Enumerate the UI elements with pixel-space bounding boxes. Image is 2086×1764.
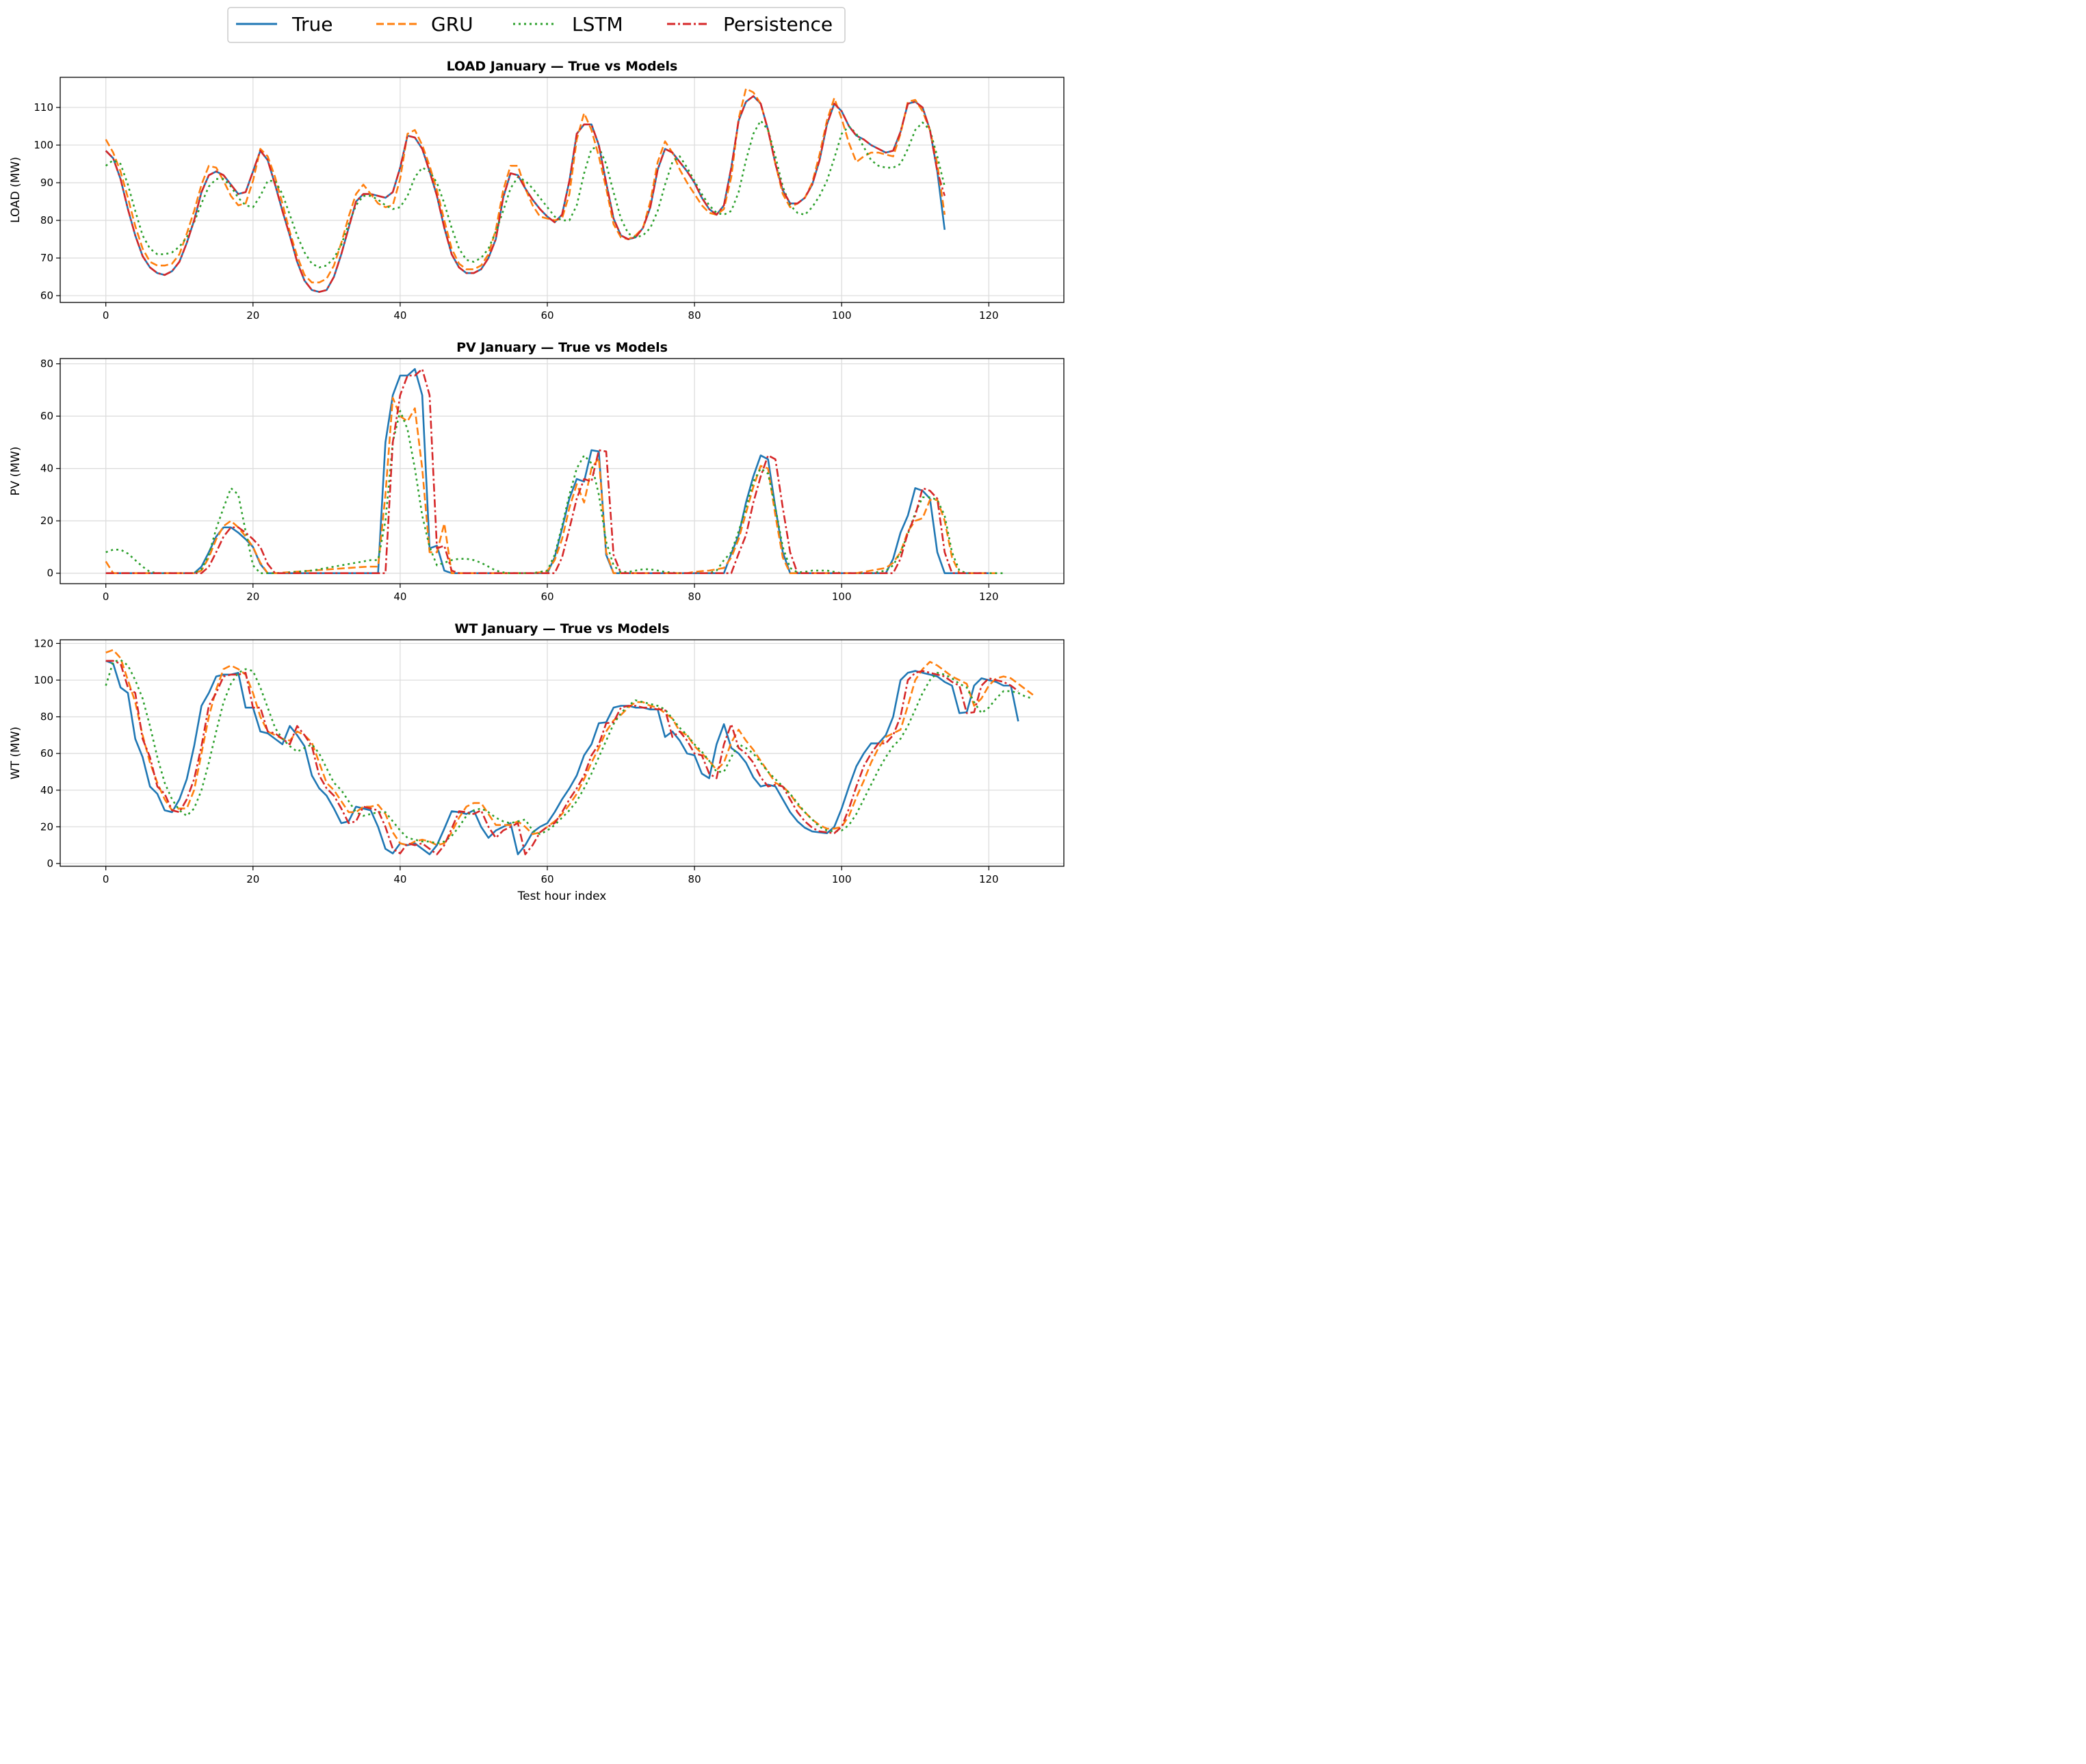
legend-label-true: True: [291, 13, 333, 36]
legend-entry-gru: GRU: [376, 13, 473, 36]
pv-xtick-label: 40: [393, 591, 406, 603]
pv-title: PV January — True vs Models: [456, 340, 668, 355]
wt-xtick-label: 120: [979, 873, 999, 885]
load-ytick-label: 80: [40, 214, 53, 226]
wt-ytick-label: 40: [40, 784, 53, 796]
legend-label-lstm: LSTM: [572, 13, 623, 36]
wt-series-group: [105, 649, 1034, 855]
pv-ytick-label: 80: [40, 358, 53, 370]
load-xtick-label: 120: [979, 309, 999, 322]
load-ytick-label: 100: [34, 139, 53, 151]
pv-ytick-label: 0: [47, 567, 53, 580]
load-title: LOAD January — True vs Models: [447, 59, 678, 74]
pv-xtick-label: 60: [540, 591, 553, 603]
load-xtick-label: 0: [103, 309, 109, 322]
load-xtick-label: 40: [393, 309, 406, 322]
pv-xtick-label: 0: [103, 591, 109, 603]
pv-xtick-label: 120: [979, 591, 999, 603]
pv-series-group: [105, 367, 1004, 575]
wt-ytick-label: 60: [40, 747, 53, 760]
legend-entry-lstm: LSTM: [513, 13, 623, 36]
legend-entry-true: True: [236, 13, 333, 36]
pv-ytick-label: 60: [40, 410, 53, 422]
panel-pv: 0 20 40 60 80 100 120 0 20 40 60 80 PV January — Tru…: [9, 340, 1065, 603]
pv-ytick-label: 40: [40, 463, 53, 475]
load-axes-frame: [60, 77, 1065, 303]
load-ylabel: LOAD (MW): [9, 157, 23, 223]
load-ytick-label: 70: [40, 252, 53, 264]
load-plot-area: [60, 77, 1064, 302]
load-ytick-label: 60: [40, 289, 53, 302]
pv-series-gru: [105, 397, 997, 575]
panel-wt: 0 20 40 60 80 100 120 0 20 40 60 80 100 120 WT January…: [9, 621, 1065, 903]
pv-xtick-label: 20: [246, 591, 259, 603]
wt-ylabel: WT (MW): [9, 727, 23, 779]
load-ytick-label: 110: [34, 101, 53, 114]
wt-ytick-label: 120: [34, 637, 53, 649]
legend-label-persistence: Persistence: [723, 13, 833, 36]
pv-series-persistence: [105, 367, 989, 575]
wt-ytick-label: 80: [40, 711, 53, 723]
wt-series-gru: [105, 649, 1034, 846]
legend-entry-persistence: Persistence: [667, 13, 833, 36]
legend: True GRU LSTM Persistence: [227, 7, 846, 43]
load-xtick-label: 100: [832, 309, 852, 322]
load-series-group: [105, 88, 946, 293]
wt-title: WT January — True vs Models: [454, 621, 669, 636]
wt-ytick-label: 100: [34, 674, 53, 686]
wt-xlabel: Test hour index: [517, 890, 607, 903]
load-series-persistence: [105, 95, 946, 293]
wt-xtick-label: 0: [103, 873, 109, 885]
pv-ylabel: PV (MW): [9, 446, 23, 495]
load-xtick-label: 60: [540, 309, 553, 322]
wt-xtick-label: 20: [246, 873, 259, 885]
wt-series-lstm: [105, 659, 1034, 844]
wt-xtick-label: 40: [393, 873, 406, 885]
pv-xtick-label: 100: [832, 591, 852, 603]
wt-xtick-label: 80: [688, 873, 701, 885]
load-xtick-label: 80: [688, 309, 701, 322]
panel-load: 0 20 40 60 80 100 120 60 70 80 90 100 110 LOAD Januar…: [9, 59, 1065, 322]
wt-plot-area: [60, 640, 1064, 866]
pv-axes-frame: [60, 358, 1065, 584]
load-xtick-label: 20: [246, 309, 259, 322]
wt-xtick-label: 60: [540, 873, 553, 885]
load-ytick-label: 90: [40, 177, 53, 189]
wt-ytick-label: 20: [40, 820, 53, 833]
wt-xtick-label: 100: [832, 873, 852, 885]
wt-axes-frame: [60, 639, 1065, 867]
figure: True GRU LSTM Persistence 0 20 40 60 80 100 12…: [0, 0, 1071, 905]
wt-series-true: [105, 660, 1019, 855]
pv-ytick-label: 20: [40, 515, 53, 527]
legend-label-gru: GRU: [431, 13, 473, 36]
wt-ytick-label: 0: [47, 857, 53, 870]
pv-xtick-label: 80: [688, 591, 701, 603]
wt-series-persistence: [105, 660, 1019, 855]
